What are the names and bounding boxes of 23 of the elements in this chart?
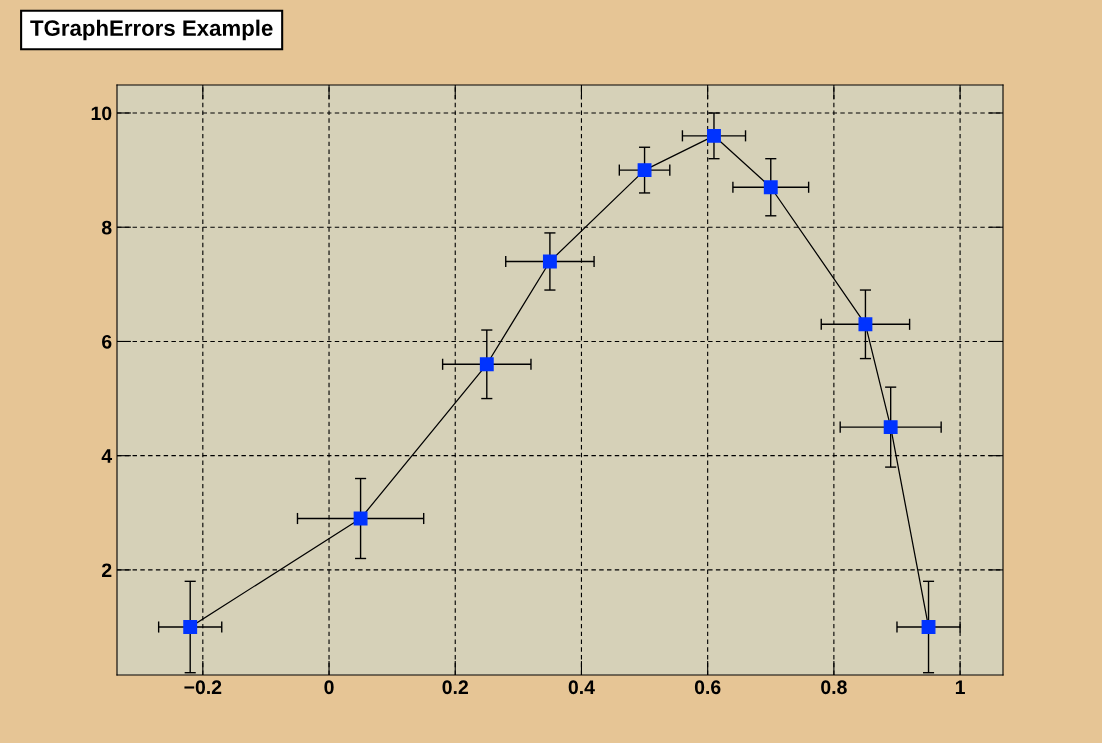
point bbox=[921, 620, 936, 634]
point bbox=[542, 254, 557, 269]
x-tick-label: 0.6 bbox=[694, 680, 721, 695]
y-tick-label: 4 bbox=[101, 449, 113, 463]
point bbox=[479, 357, 494, 372]
chart-title: TGraphErrors Example bbox=[30, 19, 273, 41]
x-tick-label: −0.2 bbox=[184, 680, 222, 695]
point bbox=[883, 420, 898, 435]
point bbox=[183, 620, 198, 634]
point bbox=[858, 317, 873, 332]
x-tick-label: 1 bbox=[955, 680, 965, 694]
y-tick-label: 6 bbox=[102, 334, 112, 349]
point bbox=[353, 511, 368, 526]
point bbox=[707, 128, 721, 143]
point bbox=[637, 163, 652, 178]
x-tick-label: 0.2 bbox=[442, 680, 468, 695]
y-tick-label: 8 bbox=[101, 220, 112, 235]
x-tick-label: 0.4 bbox=[568, 680, 595, 695]
x-tick-label: 0 bbox=[324, 680, 334, 695]
y-tick-label: 10 bbox=[91, 106, 112, 121]
point bbox=[763, 180, 778, 195]
y-tick-label: 2 bbox=[102, 563, 112, 577]
x-tick-label: 0.8 bbox=[821, 680, 847, 695]
